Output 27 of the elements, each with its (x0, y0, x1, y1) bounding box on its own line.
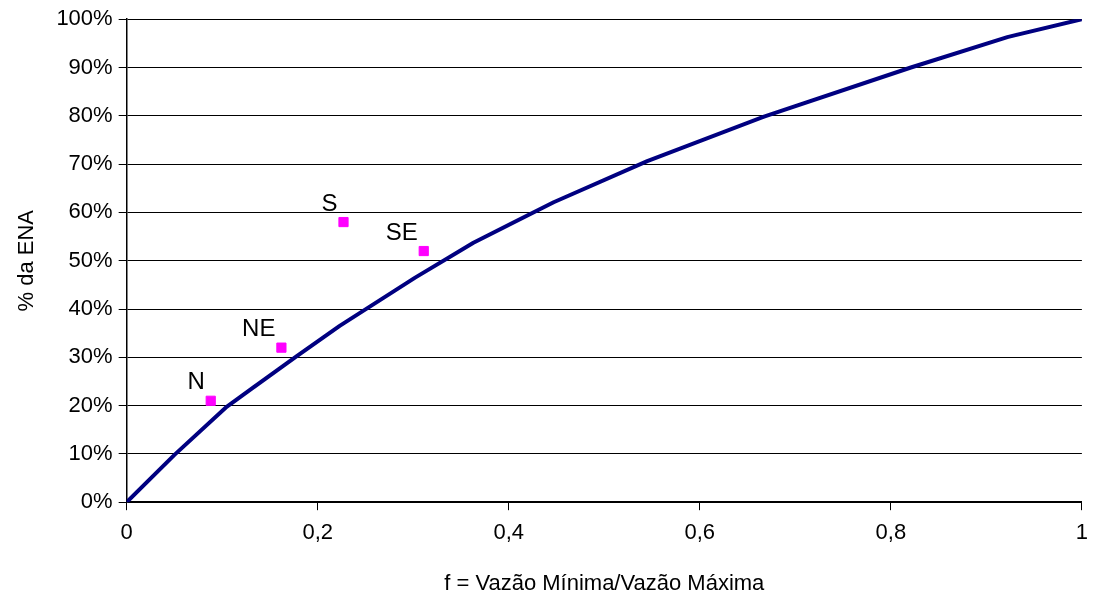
y-tick-label: 80% (68, 101, 113, 127)
y-tick-label: 100% (56, 5, 113, 31)
y-tick-label: 20% (68, 391, 113, 417)
y-tick-label: 0% (80, 488, 113, 514)
y-axis-title: % da ENA (13, 209, 39, 312)
y-tick-label: 90% (68, 53, 113, 79)
y-tick-label: 10% (68, 439, 113, 465)
series-label: S (321, 188, 338, 216)
y-tick-label: 30% (68, 343, 113, 369)
x-axis-title: f = Vazão Mínima/Vazão Máxima (444, 569, 766, 595)
point (418, 245, 429, 257)
x-tick-label: 0,6 (684, 519, 716, 545)
y-tick-label: 40% (68, 295, 113, 321)
series-label: NE (242, 314, 276, 342)
x-tick-label: 0 (120, 519, 133, 545)
x-tick-label: 0,4 (493, 519, 525, 545)
x-tick-label: 1 (1075, 519, 1089, 545)
point (338, 216, 349, 228)
y-tick-label: 60% (68, 198, 113, 224)
y-tick-label: 50% (68, 246, 113, 272)
point (205, 395, 216, 406)
point (276, 342, 287, 353)
x-tick-label: 0,8 (875, 519, 907, 545)
series-label: N (187, 367, 205, 395)
series-label: SE (385, 217, 418, 245)
y-tick-label: 70% (68, 150, 113, 176)
x-tick-label: 0,2 (302, 519, 334, 545)
